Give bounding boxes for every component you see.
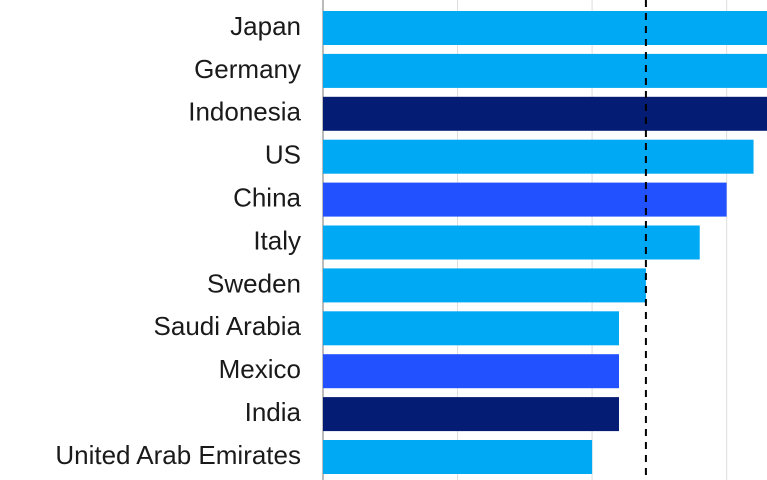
y-tick-label: United Arab Emirates [55,440,301,470]
y-tick-label: Germany [194,54,301,84]
bar [323,397,619,432]
bar [323,354,619,389]
bar [323,311,619,346]
bar [323,96,767,131]
y-tick-label: Japan [230,11,301,41]
y-tick-label: Saudi Arabia [154,311,302,341]
y-tick-label: China [233,182,301,212]
y-tick-label: Mexico [219,354,301,384]
bar [323,53,767,88]
y-tick-label: Italy [253,225,301,255]
y-tick-label: India [245,397,302,427]
bar [323,268,646,303]
y-tick-label: Indonesia [188,97,301,127]
bar [323,440,593,474]
bar [323,182,727,217]
bar [323,11,767,45]
y-tick-label: Sweden [207,268,301,298]
y-tick-label: US [265,140,301,170]
bar [323,139,754,174]
bar [323,225,700,260]
